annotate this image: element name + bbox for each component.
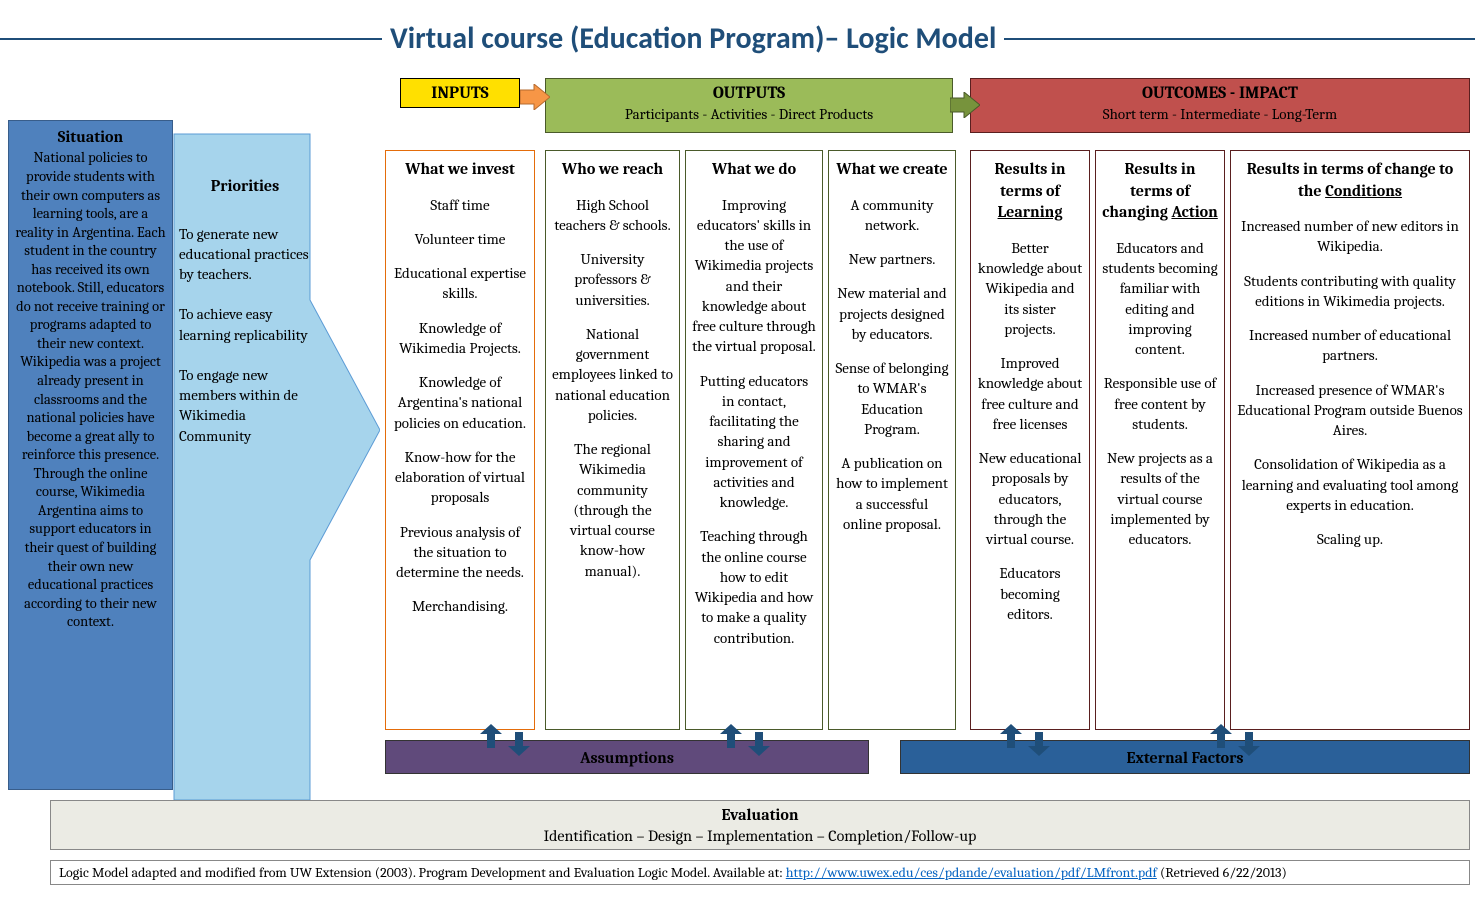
list-item: Know-how for the elaboration of virtual … bbox=[392, 447, 528, 508]
list-item: New material and projects designed by ed… bbox=[835, 283, 949, 344]
situation-heading: Situation bbox=[15, 127, 166, 147]
column-create-heading: What we create bbox=[835, 159, 949, 181]
priority-item: To engage new members within de Wikimedi… bbox=[179, 365, 311, 446]
list-item: A community network. bbox=[835, 195, 949, 236]
list-item: High School teachers & schools. bbox=[552, 195, 673, 236]
list-item: National government employees linked to … bbox=[552, 324, 673, 425]
title-rule-right bbox=[1004, 38, 1475, 40]
priorities-box: Priorities To generate new educational p… bbox=[175, 170, 315, 670]
list-item: Consolidation of Wikipedia as a learning… bbox=[1237, 454, 1463, 515]
evaluation-heading: Evaluation bbox=[51, 805, 1469, 826]
list-item: Previous analysis of the situation to de… bbox=[392, 522, 528, 583]
list-item: Improving educators' skills in the use o… bbox=[692, 195, 816, 357]
list-item: Staff time bbox=[392, 195, 528, 215]
header-outcomes-sub: Short term - Intermediate - Long-Term bbox=[971, 105, 1469, 125]
list-item: New projects as a results of the virtual… bbox=[1102, 448, 1218, 549]
column-reach: Who we reach High School teachers & scho… bbox=[545, 150, 680, 730]
citation-link[interactable]: http://www.uwex.edu/ces/pdande/evaluatio… bbox=[786, 864, 1157, 881]
list-item: Teaching through the online course how t… bbox=[692, 526, 816, 648]
list-item: The regional Wikimedia community (throug… bbox=[552, 439, 673, 581]
header-outputs-title: OUTPUTS bbox=[546, 83, 952, 105]
list-item: Increased presence of WMAR's Educational… bbox=[1237, 380, 1463, 441]
list-item: New partners. bbox=[835, 249, 949, 269]
column-invest-heading: What we invest bbox=[392, 159, 528, 181]
arrow-inputs-to-outputs bbox=[520, 84, 550, 110]
header-inputs-label: INPUTS bbox=[431, 84, 488, 103]
header-inputs: INPUTS bbox=[400, 78, 520, 108]
list-item: New educational proposals by educators, … bbox=[977, 448, 1083, 549]
list-item: Students contributing with quality editi… bbox=[1237, 271, 1463, 312]
priority-item: To generate new educational practices by… bbox=[179, 224, 311, 285]
column-do-heading: What we do bbox=[692, 159, 816, 181]
column-conditions: Results in terms of change to the Condit… bbox=[1230, 150, 1470, 730]
citation-pre: Logic Model adapted and modified from UW… bbox=[59, 864, 786, 881]
list-item: Putting educators in contact, facilitati… bbox=[692, 371, 816, 513]
list-item: Sense of belonging to WMAR's Education P… bbox=[835, 358, 949, 439]
situation-box: Situation National policies to provide s… bbox=[8, 120, 173, 790]
bidir-arrow-icon bbox=[1028, 732, 1050, 756]
column-do: What we do Improving educators' skills i… bbox=[685, 150, 823, 730]
column-learning-heading: Results in terms of Learning bbox=[977, 159, 1083, 224]
list-item: Knowledge of Wikimedia Projects. bbox=[392, 318, 528, 359]
bidir-arrow-icon bbox=[1238, 732, 1260, 756]
situation-text: National policies to provide students wi… bbox=[15, 149, 166, 631]
bidir-arrow-icon bbox=[720, 724, 742, 748]
evaluation-sub: Identification – Design – Implementation… bbox=[51, 826, 1469, 847]
list-item: Volunteer time bbox=[392, 229, 528, 249]
arrow-outputs-to-outcomes bbox=[950, 92, 980, 118]
list-item: Scaling up. bbox=[1237, 529, 1463, 549]
external-factors-bar: External Factors bbox=[900, 740, 1470, 774]
title-bar: Virtual course (Education Program)– Logi… bbox=[0, 20, 1483, 57]
bidir-arrow-icon bbox=[748, 732, 770, 756]
column-conditions-heading: Results in terms of change to the Condit… bbox=[1237, 159, 1463, 202]
list-item: Increased number of new editors in Wikip… bbox=[1237, 216, 1463, 257]
priority-item: To achieve easy learning replicability bbox=[179, 304, 311, 345]
list-item: Increased number of educational partners… bbox=[1237, 325, 1463, 366]
column-invest: What we invest Staff time Volunteer time… bbox=[385, 150, 535, 730]
assumptions-bar: Assumptions bbox=[385, 740, 869, 774]
evaluation-box: Evaluation Identification – Design – Imp… bbox=[50, 800, 1470, 850]
bidir-arrow-icon bbox=[1000, 724, 1022, 748]
header-outputs: OUTPUTS Participants - Activities - Dire… bbox=[545, 78, 953, 133]
list-item: Educational expertise skills. bbox=[392, 263, 528, 304]
column-action: Results in terms of changing Action Educ… bbox=[1095, 150, 1225, 730]
list-item: Responsible use of free content by stude… bbox=[1102, 373, 1218, 434]
header-outputs-sub: Participants - Activities - Direct Produ… bbox=[546, 105, 952, 125]
citation-post: (Retrieved 6/22/2013) bbox=[1157, 864, 1287, 881]
list-item: Improved knowledge about free culture an… bbox=[977, 353, 1083, 434]
header-outcomes: OUTCOMES - IMPACT Short term - Intermedi… bbox=[970, 78, 1470, 133]
column-action-heading: Results in terms of changing Action bbox=[1102, 159, 1218, 224]
citation-box: Logic Model adapted and modified from UW… bbox=[50, 860, 1470, 885]
assumptions-label: Assumptions bbox=[580, 749, 674, 767]
list-item: A publication on how to implement a succ… bbox=[835, 453, 949, 534]
page-title: Virtual course (Education Program)– Logi… bbox=[390, 20, 996, 57]
column-reach-heading: Who we reach bbox=[552, 159, 673, 181]
bidir-arrow-icon bbox=[508, 732, 530, 756]
bidir-arrow-icon bbox=[1210, 724, 1232, 748]
external-factors-label: External Factors bbox=[1127, 749, 1244, 767]
bidir-arrow-icon bbox=[480, 724, 502, 748]
column-create: What we create A community network. New … bbox=[828, 150, 956, 730]
list-item: Educators and students becoming familiar… bbox=[1102, 238, 1218, 360]
list-item: Educators becoming editors. bbox=[977, 563, 1083, 624]
list-item: University professors & universities. bbox=[552, 249, 673, 310]
title-rule-left bbox=[0, 38, 382, 40]
column-learning: Results in terms of Learning Better know… bbox=[970, 150, 1090, 730]
priorities-heading: Priorities bbox=[179, 176, 311, 198]
list-item: Better knowledge about Wikipedia and its… bbox=[977, 238, 1083, 339]
header-outcomes-title: OUTCOMES - IMPACT bbox=[971, 83, 1469, 105]
list-item: Knowledge of Argentina's national polici… bbox=[392, 372, 528, 433]
list-item: Merchandising. bbox=[392, 596, 528, 616]
